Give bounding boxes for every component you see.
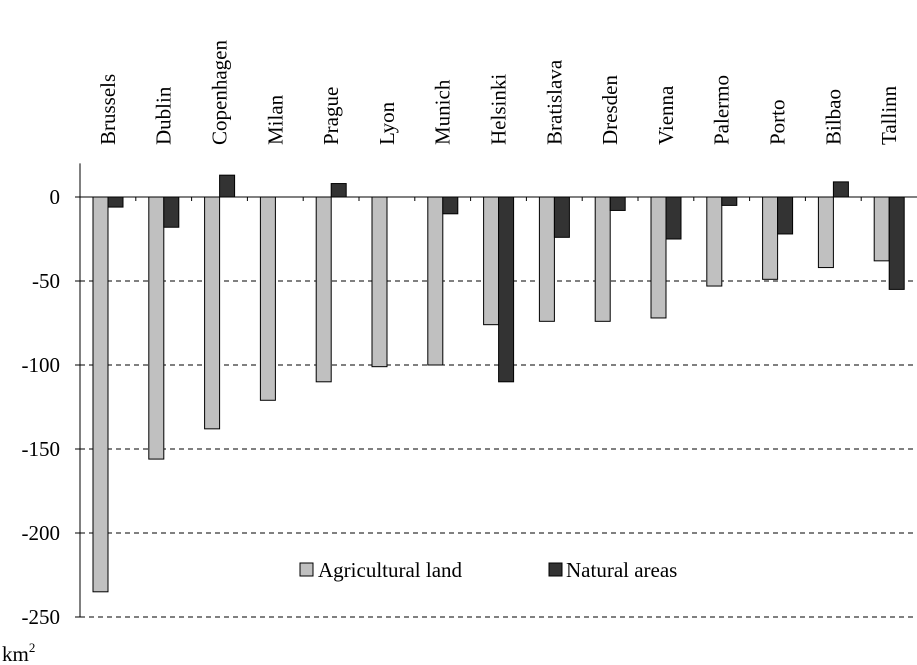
category-label-vienna: Vienna [654,85,678,145]
axes [79,163,917,617]
bar-natural-areas-munich [442,196,459,215]
bar-natural-areas-vienna [665,196,682,240]
category-label-bilbao: Bilbao [821,89,845,145]
bar-agricultural-land-bratislava [538,196,555,322]
category-label-dresden: Dresden [598,75,622,145]
category-label-porto: Porto [766,99,790,145]
y-tick-labels: 0 -50 -100 -150 -200 -250 [22,185,80,629]
category-label-copenhagen: Copenhagen [208,40,232,145]
bars [79,174,905,593]
bar-natural-areas-tallinn [888,196,905,290]
bar-agricultural-land-milan [259,196,276,401]
bar-agricultural-land-tallinn [873,196,890,262]
bar-natural-areas-dresden [609,196,626,211]
legend-label-agricultural-land: Agricultural land [318,558,463,582]
category-label-tallinn: Tallinn [877,85,901,145]
y-unit-label: km2 [2,640,35,665]
bar-agricultural-land-lyon [371,196,388,368]
category-label-helsinki: Helsinki [487,74,511,145]
bar-agricultural-land-munich [427,196,444,366]
bar-agricultural-land-brussels [92,196,109,593]
bar-natural-areas-prague [330,183,347,198]
category-label-palermo: Palermo [710,75,734,145]
category-label-prague: Prague [319,87,343,145]
bar-agricultural-land-vienna [650,196,667,319]
bar-agricultural-land-helsinki [483,196,500,326]
category-label-bratislava: Bratislava [542,59,566,145]
y-tick-label: -150 [22,437,61,461]
bar-natural-areas-porto [777,196,794,235]
category-label-milan: Milan [263,94,287,145]
y-tick-label: -100 [22,353,61,377]
category-label-lyon: Lyon [375,101,399,145]
bar-agricultural-land-palermo [706,196,723,287]
bar-agricultural-land-porto [762,196,779,280]
category-label-brussels: Brussels [96,74,120,145]
y-tick-label: 0 [50,185,61,209]
bar-natural-areas-copenhagen [219,174,236,198]
bar-natural-areas-palermo [721,196,738,206]
category-label-dublin: Dublin [152,86,176,145]
y-tick-label: -250 [22,605,61,629]
bar-agricultural-land-dublin [148,196,165,460]
category-label-munich: Munich [431,79,455,145]
legend: Agricultural land Natural areas [299,558,677,582]
bar-natural-areas-bilbao [832,181,849,198]
bar-agricultural-land-dresden [594,196,611,322]
y-tick-label: -200 [22,521,61,545]
legend-label-natural-areas: Natural areas [566,558,677,582]
bar-natural-areas-brussels [107,196,124,208]
bar-agricultural-land-bilbao [817,196,834,269]
bar-natural-areas-dublin [163,196,180,228]
bar-agricultural-land-prague [315,196,332,383]
category-labels: Brussels Dublin Copenhagen Milan Prague Lyon M… [96,40,901,145]
y-tick-label: -50 [32,269,60,293]
bar-natural-areas-bratislava [553,196,570,238]
bar-agricultural-land-copenhagen [204,196,221,430]
legend-swatch-agricultural-land [299,562,314,577]
bar-natural-areas-helsinki [498,196,515,383]
legend-swatch-natural-areas [548,562,563,577]
